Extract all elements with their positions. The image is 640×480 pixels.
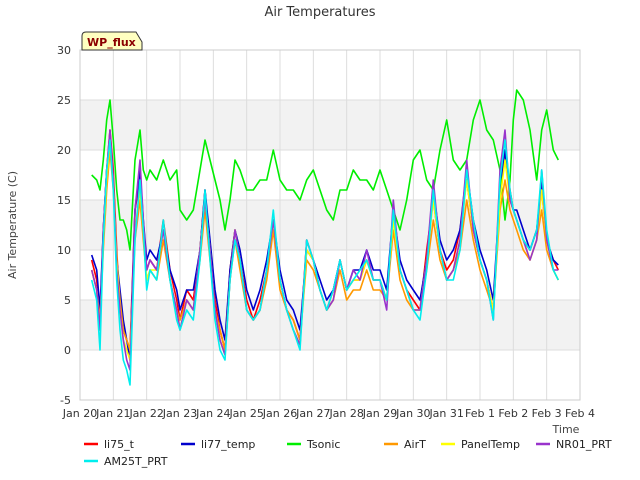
- x-tick-label: Jan 25: [228, 407, 263, 420]
- series-lines: [90, 89, 560, 386]
- grid-band: [80, 100, 580, 150]
- series-line-tsonic: [91, 89, 560, 251]
- y-tick-label: 10: [57, 244, 71, 257]
- legend-label-li77-temp: li77_temp: [201, 438, 255, 451]
- x-tick-label: Jan 20: [62, 407, 97, 420]
- x-tick-label: Jan 28: [328, 407, 363, 420]
- y-tick-label: 20: [57, 144, 71, 157]
- x-tick-label: Feb 1: [465, 407, 495, 420]
- x-tick-label: Jan 26: [262, 407, 297, 420]
- x-tick-label: Jan 23: [162, 407, 197, 420]
- y-tick-label: 25: [57, 94, 71, 107]
- x-tick-label: Jan 27: [295, 407, 330, 420]
- x-tick-label: Jan 31: [428, 407, 463, 420]
- plot-background: [80, 100, 580, 350]
- station-badge-label: WP_flux: [87, 36, 136, 49]
- legend-label-airt: AirT: [404, 438, 426, 451]
- station-badge: WP_flux: [81, 31, 143, 51]
- x-tick-label: Feb 2: [498, 407, 528, 420]
- x-tick-label: Jan 22: [128, 407, 163, 420]
- grid-band: [80, 200, 580, 250]
- legend-label-paneltemp: PanelTemp: [461, 438, 520, 451]
- legend-label-am25t-prt: AM25T_PRT: [104, 455, 168, 468]
- legend-label-nr01-prt: NR01_PRT: [556, 438, 612, 451]
- y-tick-label: 0: [64, 344, 71, 357]
- x-tick-label: Jan 21: [95, 407, 130, 420]
- legend: li75_t li77_temp Tsonic AirT PanelTemp NR01_P…: [84, 438, 612, 468]
- y-tick-label: -5: [60, 394, 71, 407]
- series-line-am25t-prt: [90, 139, 560, 386]
- grid-band: [80, 300, 580, 350]
- y-tick-label: 30: [57, 44, 71, 57]
- x-axis-label: Time: [552, 423, 580, 436]
- x-tick-label: Jan 24: [195, 407, 230, 420]
- y-axis: -5 0 5 10 15 20 25 30: [57, 44, 71, 407]
- legend-label-li75-t: li75_t: [104, 438, 135, 451]
- x-tick-label: Feb 3: [532, 407, 562, 420]
- legend-label-tsonic: Tsonic: [306, 438, 340, 451]
- y-axis-label: Air Temperature (C): [6, 171, 19, 279]
- x-tick-label: Feb 4: [565, 407, 595, 420]
- y-tick-label: 15: [57, 194, 71, 207]
- plot-frame: [79, 49, 581, 401]
- chart-title: Air Temperatures: [264, 5, 375, 20]
- x-tick-label: Jan 29: [362, 407, 397, 420]
- x-tick-label: Jan 30: [395, 407, 430, 420]
- y-tick-label: 5: [64, 294, 71, 307]
